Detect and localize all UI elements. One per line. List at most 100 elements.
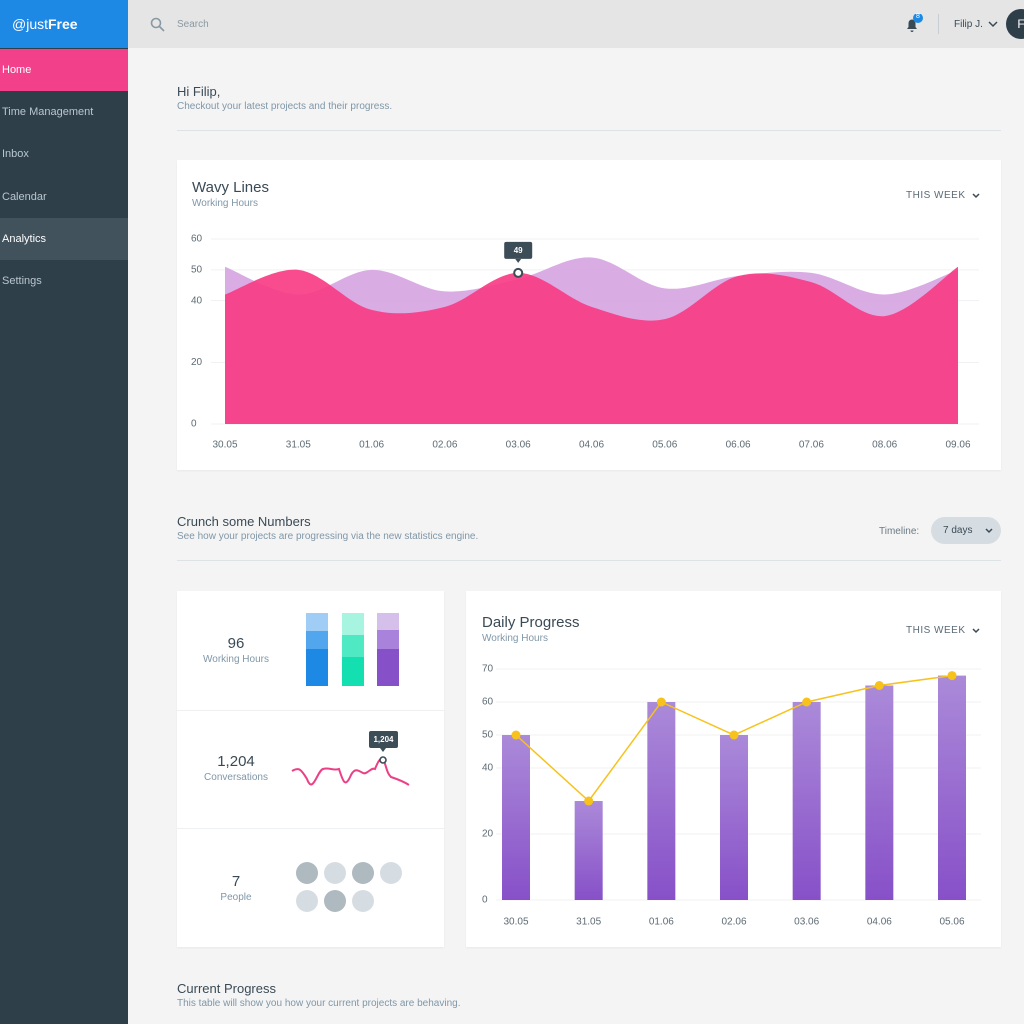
chart-title: Daily Progress <box>482 614 580 631</box>
timeline-value: 7 days <box>943 525 973 536</box>
stats-card: 96 Working Hours 1,204 Conversations 1,2… <box>177 591 444 947</box>
chevron <box>972 193 980 199</box>
divider <box>177 710 444 711</box>
chart-title: Wavy Lines <box>192 179 269 196</box>
x-tick-label: 03.06 <box>506 440 531 451</box>
sparkline-tooltip: 1,204 <box>373 735 394 744</box>
x-tick-label: 31.05 <box>576 917 601 928</box>
y-tick-label: 70 <box>482 664 494 675</box>
line-point <box>947 671 957 681</box>
stat-value: 96 <box>227 635 245 652</box>
brand-prefix: @just <box>12 16 48 32</box>
nav-item[interactable]: Home <box>0 49 128 91</box>
x-tick-label: 31.05 <box>286 440 311 451</box>
search-input[interactable]: Search <box>177 19 209 30</box>
section-subtitle: This table will show you how your curren… <box>177 998 461 1009</box>
people-avatars <box>296 862 402 912</box>
y-tick-label: 50 <box>191 264 203 275</box>
stat-label: People <box>220 892 252 903</box>
x-tick-label: 05.06 <box>652 440 677 451</box>
y-tick-label: 60 <box>191 234 203 245</box>
point <box>513 267 524 278</box>
divider <box>938 14 939 34</box>
line-point <box>874 681 884 690</box>
line-point <box>584 796 594 806</box>
divider <box>177 828 444 829</box>
nav-item[interactable]: Calendar <box>2 191 47 203</box>
y-tick-label: 20 <box>191 357 203 368</box>
chart-subtitle: Working Hours <box>192 198 258 209</box>
x-tick-label: 02.06 <box>432 440 457 451</box>
x-tick-label: 01.06 <box>649 917 674 928</box>
avatar[interactable]: F <box>1006 9 1024 39</box>
daily-card: Daily Progress Working Hours THIS WEEK 0… <box>466 591 1001 947</box>
y-tick-label: 20 <box>482 829 494 840</box>
bell-icon[interactable] <box>904 14 926 36</box>
section-title: Crunch some Numbers <box>177 514 311 529</box>
stat-value: 7 <box>231 873 241 890</box>
wavy-card: Wavy Lines Working Hours THIS WEEK 0 20 40… <box>177 160 1001 470</box>
x-tick-label: 03.06 <box>794 917 819 928</box>
period-select[interactable]: THIS WEEK <box>906 625 966 636</box>
x-tick-label: 01.06 <box>359 440 384 451</box>
x-tick-label: 09.06 <box>945 440 970 451</box>
x-tick-label: 08.06 <box>872 440 897 451</box>
chart-subtitle: Working Hours <box>482 633 548 644</box>
y-tick-label: 60 <box>482 697 494 708</box>
period-select[interactable]: THIS WEEK <box>906 190 966 201</box>
tooltip-box <box>504 241 533 259</box>
stat-label: Working Hours <box>203 654 269 665</box>
greeting-title: Hi Filip, <box>177 84 221 99</box>
x-tick-label: 07.06 <box>799 440 824 451</box>
nav-item[interactable]: Analytics <box>0 218 128 260</box>
user-name[interactable]: Filip J. <box>954 19 983 30</box>
bar <box>502 735 530 900</box>
notification-count: 8 <box>916 13 920 20</box>
bar <box>792 702 821 900</box>
x-tick-label: 06.06 <box>726 440 751 451</box>
search-icon <box>150 17 165 32</box>
x-tick-label: 02.06 <box>721 917 746 928</box>
line-point <box>729 730 739 740</box>
section-subtitle: See how your projects are progressing vi… <box>177 531 479 542</box>
timeline-select[interactable]: 7 days <box>931 517 1001 544</box>
topbar: Search 8 Filip J. F <box>128 0 1024 48</box>
nav-item[interactable]: Inbox <box>2 148 29 160</box>
x-tick-label: 30.05 <box>212 440 237 451</box>
area <box>225 266 958 424</box>
timeline-label: Timeline: <box>879 526 920 537</box>
divider <box>177 560 1001 561</box>
tooltip-label: 49 <box>514 246 523 255</box>
line-point <box>511 730 521 740</box>
y-tick-label: 50 <box>482 730 494 741</box>
bar <box>865 685 894 900</box>
chevron <box>985 528 993 534</box>
brand[interactable]: @justFree <box>0 0 128 48</box>
sidebar: @justFree Home Time Management Inbox Cal… <box>0 0 128 1024</box>
stat-value: 1,204 <box>217 753 255 770</box>
bar <box>938 675 966 900</box>
greeting-subtitle: Checkout your latest projects and their … <box>177 101 393 112</box>
y-tick-label: 40 <box>482 763 494 774</box>
y-tick-label: 40 <box>191 295 203 306</box>
tooltip-arrow <box>515 258 522 263</box>
y-tick-label: 0 <box>482 895 488 906</box>
line-point <box>656 697 666 707</box>
bar <box>647 702 676 900</box>
daily-chart: 0 20 40 50 60 70 30.05 31.05 01.06 02.06 03.06 04.0… <box>482 664 981 928</box>
nav-item[interactable]: Time Management <box>2 106 94 118</box>
mini-bars <box>306 613 399 686</box>
divider <box>177 130 1001 131</box>
x-tick-label: 30.05 <box>503 917 528 928</box>
stat-label: Conversations <box>204 772 268 783</box>
y-tick-label: 0 <box>191 419 197 430</box>
sparkline <box>291 731 410 786</box>
section-title: Current Progress <box>177 981 276 996</box>
x-tick-label: 04.06 <box>867 917 892 928</box>
chevron <box>972 628 980 634</box>
bar <box>574 801 603 900</box>
chevron <box>988 21 998 28</box>
nav-item[interactable]: Settings <box>2 275 42 287</box>
bar <box>720 735 748 900</box>
